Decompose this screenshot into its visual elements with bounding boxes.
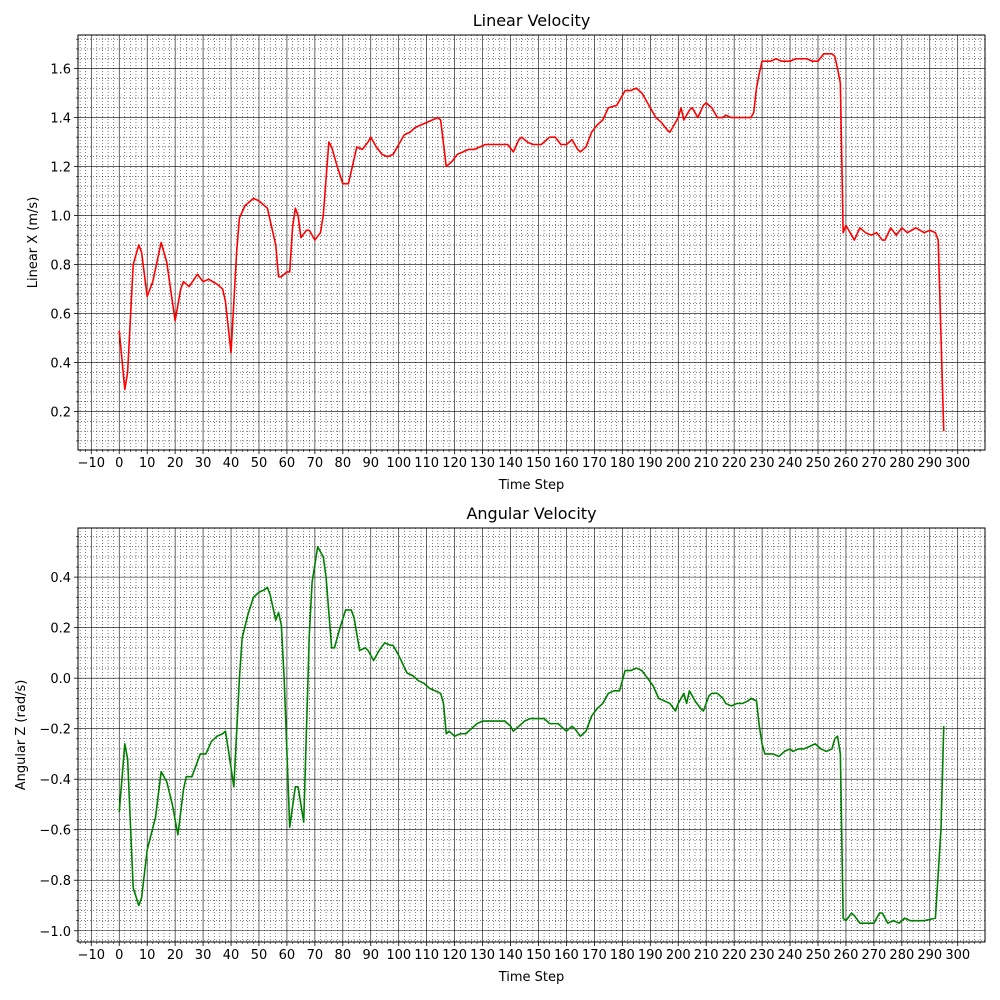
x-tick-label: 120: [442, 948, 467, 963]
x-tick-label: −10: [78, 948, 105, 963]
x-tick-label: 100: [386, 456, 411, 471]
x-tick-label: 50: [251, 948, 268, 963]
x-tick-label: 290: [917, 456, 942, 471]
x-tick-label: 190: [638, 456, 663, 471]
x-tick-label: 200: [666, 948, 691, 963]
y-tick-label: 0.4: [50, 357, 71, 372]
x-tick-label: 10: [139, 456, 156, 471]
data-line: [118, 546, 945, 924]
y-tick-label: 1.2: [50, 161, 71, 176]
x-tick-label: 160: [554, 948, 579, 963]
x-tick-label: 110: [414, 456, 439, 471]
x-tick-label: 30: [195, 948, 212, 963]
x-tick-label: 60: [279, 948, 296, 963]
x-tick-label: 210: [694, 948, 719, 963]
x-tick-label: 80: [335, 948, 352, 963]
x-tick-label: 50: [251, 456, 268, 471]
x-tick-label: 40: [223, 456, 240, 471]
x-tick-label: 270: [861, 456, 886, 471]
x-tick-label: 90: [363, 948, 380, 963]
y-tick-label: 0.0: [50, 672, 71, 687]
x-tick-label: 250: [806, 948, 831, 963]
y-tick-label: −0.8: [39, 874, 71, 889]
x-tick-label: 230: [750, 456, 775, 471]
chart-title: Linear Velocity: [473, 11, 591, 30]
x-tick-label: 70: [307, 948, 324, 963]
x-tick-label: 280: [889, 456, 914, 471]
x-tick-label: 300: [945, 456, 970, 471]
axes-frame: [77, 527, 986, 943]
x-tick-label: 290: [917, 948, 942, 963]
x-tick-label: 210: [694, 456, 719, 471]
y-tick-label: 0.2: [50, 622, 71, 637]
x-tick-label: 220: [722, 948, 747, 963]
x-tick-label: 30: [195, 456, 212, 471]
x-tick-label: 160: [554, 456, 579, 471]
x-tick-label: 260: [834, 948, 859, 963]
x-tick-label: 180: [610, 456, 635, 471]
x-tick-label: 140: [498, 456, 523, 471]
x-tick-label: 170: [582, 456, 607, 471]
x-tick-label: 0: [115, 948, 123, 963]
chart-title: Angular Velocity: [466, 504, 596, 523]
y-tick-label: −0.4: [39, 773, 71, 788]
y-axis-label: Linear X (m/s): [26, 197, 41, 289]
x-tick-label: 300: [945, 948, 970, 963]
y-axis-label: Angular Z (rad/s): [14, 680, 29, 791]
x-tick-label: 190: [638, 948, 663, 963]
x-tick-label: 180: [610, 948, 635, 963]
axes-frame: [77, 34, 986, 451]
x-tick-label: 0: [115, 456, 123, 471]
x-tick-label: 90: [363, 456, 380, 471]
x-tick-label: 270: [861, 948, 886, 963]
y-tick-label: −0.6: [39, 824, 71, 839]
x-tick-label: 230: [750, 948, 775, 963]
y-tick-label: 1.0: [50, 210, 71, 225]
x-tick-label: 240: [778, 456, 803, 471]
y-tick-label: 1.4: [50, 112, 71, 127]
x-tick-label: −10: [78, 456, 105, 471]
x-tick-label: 10: [139, 948, 156, 963]
x-tick-label: 20: [167, 456, 184, 471]
y-tick-label: −1.0: [39, 925, 71, 940]
data-line: [118, 53, 945, 432]
x-tick-label: 150: [526, 456, 551, 471]
x-tick-label: 220: [722, 456, 747, 471]
x-tick-label: 170: [582, 948, 607, 963]
x-tick-label: 60: [279, 456, 296, 471]
y-tick-label: 1.6: [50, 63, 71, 78]
x-tick-label: 130: [470, 948, 495, 963]
x-tick-label: 100: [386, 948, 411, 963]
x-tick-label: 200: [666, 456, 691, 471]
x-tick-label: 40: [223, 948, 240, 963]
y-tick-label: 0.4: [50, 571, 71, 586]
x-tick-label: 110: [414, 948, 439, 963]
x-tick-label: 70: [307, 456, 324, 471]
y-tick-label: 0.2: [50, 406, 71, 421]
x-tick-label: 240: [778, 948, 803, 963]
x-tick-label: 150: [526, 948, 551, 963]
x-tick-label: 20: [167, 948, 184, 963]
x-tick-label: 280: [889, 948, 914, 963]
x-tick-label: 140: [498, 948, 523, 963]
x-axis-label: Time Step: [498, 478, 565, 493]
y-tick-label: 0.8: [50, 259, 71, 274]
y-tick-label: 0.6: [50, 308, 71, 323]
y-tick-label: −0.2: [39, 723, 71, 738]
x-axis-label: Time Step: [498, 970, 565, 985]
x-tick-label: 250: [806, 456, 831, 471]
x-tick-label: 120: [442, 456, 467, 471]
x-tick-label: 130: [470, 456, 495, 471]
x-tick-label: 80: [335, 456, 352, 471]
x-tick-label: 260: [834, 456, 859, 471]
